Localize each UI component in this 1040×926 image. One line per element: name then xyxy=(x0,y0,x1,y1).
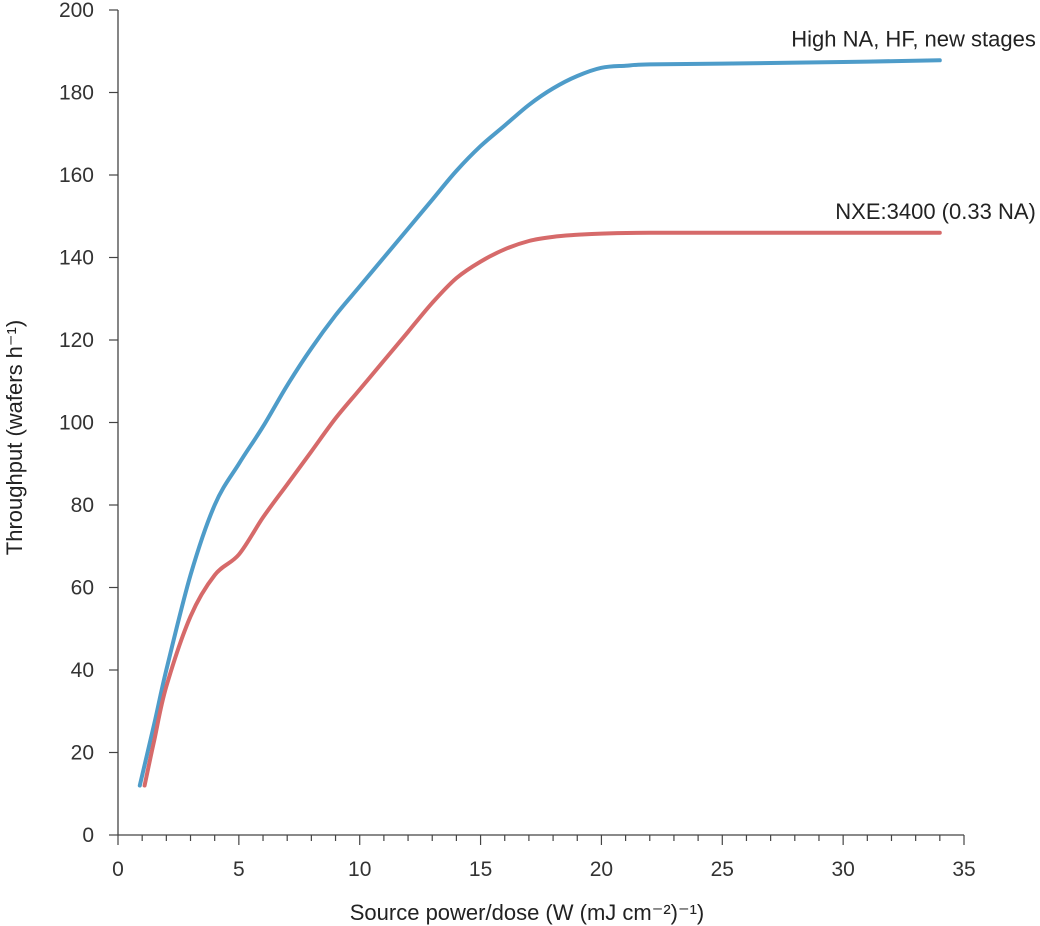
series-high-na-label: High NA, HF, new stages xyxy=(791,26,1036,51)
x-tick-label: 25 xyxy=(711,858,734,881)
y-tick-label: 180 xyxy=(59,82,94,105)
y-tick-label: 200 xyxy=(59,0,94,22)
axes: 0 20 40 60 80 100 120 140 160 180 200 0 5 10 15 20 25 30 3… xyxy=(59,0,976,881)
x-tick-label: 10 xyxy=(348,858,371,881)
y-axis-title: Throughput (wafers h⁻¹) xyxy=(2,320,27,555)
y-tick-label: 40 xyxy=(71,659,94,682)
y-tick-label: 160 xyxy=(59,164,94,187)
y-tick-label: 80 xyxy=(71,494,94,517)
y-tick-label: 60 xyxy=(71,577,94,600)
series-layer xyxy=(137,58,942,788)
y-tick-label: 100 xyxy=(59,412,94,435)
x-tick-label: 0 xyxy=(112,858,124,881)
labels-layer: Source power/dose (W (mJ cm⁻²)⁻¹) Through… xyxy=(2,26,1036,925)
x-tick-label: 15 xyxy=(469,858,492,881)
series-nxe3400-label: NXE:3400 (0.33 NA) xyxy=(835,199,1036,224)
y-tick-label: 0 xyxy=(82,824,94,847)
x-tick-label: 30 xyxy=(831,858,854,881)
y-tick-label: 140 xyxy=(59,247,94,270)
x-tick-label: 35 xyxy=(952,858,975,881)
y-tick-label: 20 xyxy=(71,742,94,765)
x-tick-label: 20 xyxy=(590,858,613,881)
x-tick-label: 5 xyxy=(233,858,245,881)
x-axis-title: Source power/dose (W (mJ cm⁻²)⁻¹) xyxy=(350,900,705,925)
series-high-na-line xyxy=(137,58,942,788)
series-nxe3400-line xyxy=(142,230,942,788)
y-tick-label: 120 xyxy=(59,329,94,352)
